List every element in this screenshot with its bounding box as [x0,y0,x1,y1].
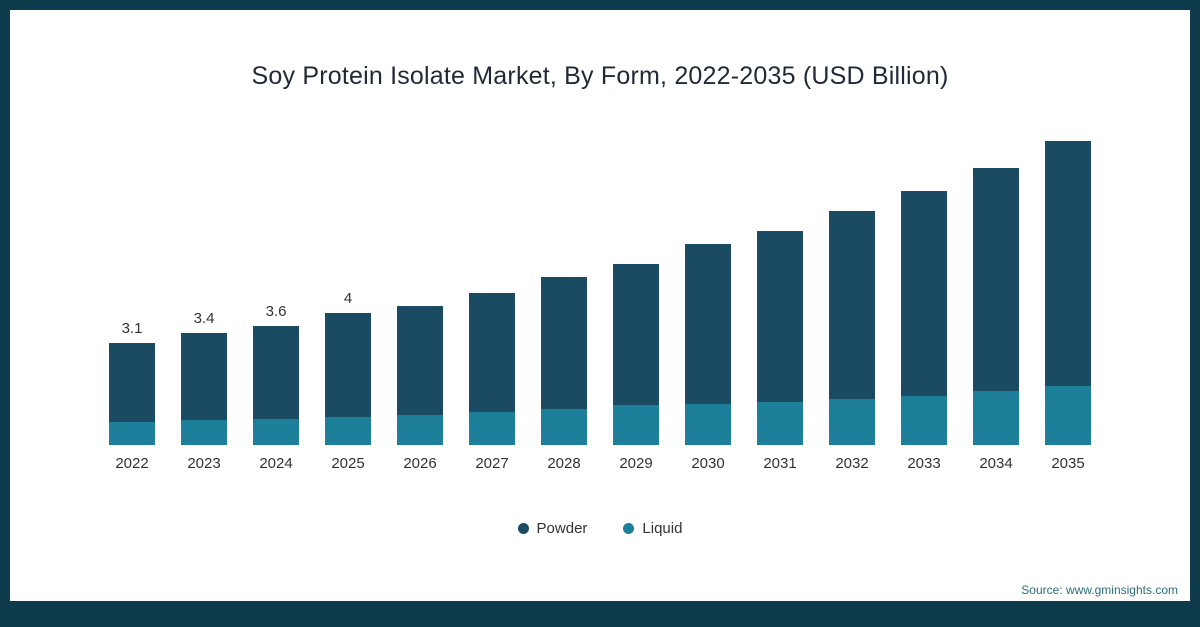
bar-segment-powder [973,167,1019,391]
plot-area: 3.1 2022 3.4 2023 3.6 2024 4 2025 2026 2027 2028 20… [109,133,1091,472]
footer-bar [10,601,1190,617]
bar-segment-liquid [253,418,299,445]
bar-segment-powder [613,263,659,406]
bar-column: 2034 [973,133,1019,472]
bar-column: 2026 [397,133,443,472]
x-axis-tick-label: 2033 [907,455,941,472]
x-axis-tick-label: 2026 [403,455,437,472]
source-text: Source: www.gminsights.com [1021,583,1178,597]
bar-segment-powder [469,293,515,412]
x-axis-tick-label: 2024 [259,455,293,472]
bar-segment-powder [541,276,587,409]
bar-value-label: 3.6 [265,303,287,321]
bar-value-label: 3.1 [121,319,143,337]
bar-segment-powder [109,342,155,422]
x-axis-tick-label: 2032 [835,455,869,472]
bar-column: 2029 [613,133,659,472]
x-axis-tick-label: 2035 [1051,455,1085,472]
x-axis-tick-label: 2034 [979,455,1013,472]
bar-segment-powder [325,313,371,417]
legend-item-powder: Powder [517,520,588,537]
bar-segment-powder [397,306,443,416]
bar-segment-liquid [181,420,227,445]
bar-segment-powder [757,230,803,403]
powder-legend-dot-icon [517,523,529,534]
liquid-legend-dot-icon [623,523,635,534]
bar-column: 3.6 2024 [253,133,299,472]
bar-column: 2032 [829,133,875,472]
x-axis-tick-label: 2028 [547,455,581,472]
bar-segment-powder [685,243,731,404]
bar-value-label: 3.4 [193,309,215,327]
bar-segment-liquid [829,398,875,445]
plot-region: 3.1 2022 3.4 2023 3.6 2024 4 2025 2026 2027 2028 20… [10,133,1190,472]
bar-segment-liquid [541,408,587,445]
bar-column: 2028 [541,133,587,472]
bar-value-label: 4 [343,290,353,308]
bar-segment-liquid [397,415,443,445]
bar-segment-liquid [1045,385,1091,445]
bar-segment-powder [1045,141,1091,386]
bar-segment-powder [829,210,875,399]
bar-segment-liquid [973,390,1019,445]
bar-column: 2027 [469,133,515,472]
x-axis-tick-label: 2031 [763,455,797,472]
bar-column: 2033 [901,133,947,472]
x-axis-tick-label: 2030 [691,455,725,472]
x-axis-tick-label: 2029 [619,455,653,472]
bar-segment-powder [181,332,227,421]
bar-segment-liquid [685,403,731,445]
bar-column: 3.4 2023 [181,133,227,472]
bar-column: 2035 [1045,133,1091,472]
bar-column: 4 2025 [325,133,371,472]
legend-label-powder: Powder [536,520,588,537]
legend-label-liquid: Liquid [642,520,683,537]
bar-column: 2030 [685,133,731,472]
legend-item-liquid: Liquid [623,520,682,537]
bar-segment-liquid [109,421,155,445]
bar-segment-liquid [325,416,371,445]
x-axis-tick-label: 2027 [475,455,509,472]
bar-segment-powder [901,190,947,396]
chart-legend: Powder Liquid [10,520,1190,537]
x-axis-tick-label: 2023 [187,455,221,472]
bar-segment-liquid [901,395,947,445]
x-axis-tick-label: 2025 [331,455,365,472]
bar-segment-liquid [613,405,659,445]
bar-segment-liquid [757,402,803,445]
bar-column: 2031 [757,133,803,472]
bar-column: 3.1 2022 [109,133,155,472]
x-axis-tick-label: 2022 [115,455,149,472]
chart-title: Soy Protein Isolate Market, By Form, 202… [251,62,949,90]
bar-segment-liquid [469,412,515,445]
bar-segment-powder [253,326,299,419]
